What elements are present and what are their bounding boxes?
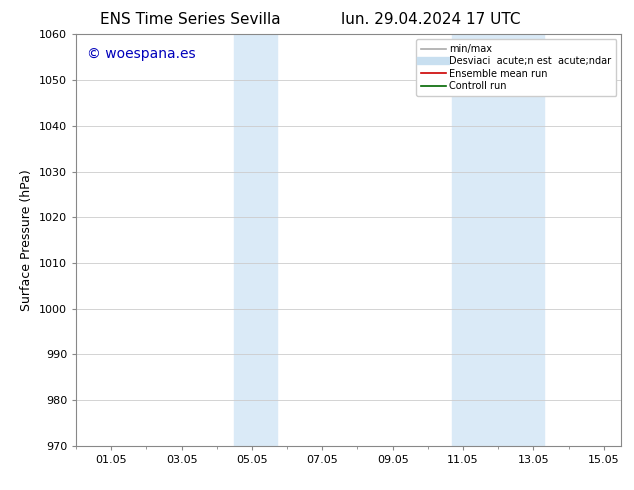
Bar	[453, 34, 544, 446]
Text: ENS Time Series Sevilla: ENS Time Series Sevilla	[100, 12, 280, 27]
Text: © woespana.es: © woespana.es	[87, 47, 196, 61]
Bar	[235, 34, 276, 446]
Text: lun. 29.04.2024 17 UTC: lun. 29.04.2024 17 UTC	[341, 12, 521, 27]
Legend: min/max, Desviaci  acute;n est  acute;ndar, Ensemble mean run, Controll run: min/max, Desviaci acute;n est acute;ndar…	[417, 39, 616, 96]
Y-axis label: Surface Pressure (hPa): Surface Pressure (hPa)	[20, 169, 34, 311]
